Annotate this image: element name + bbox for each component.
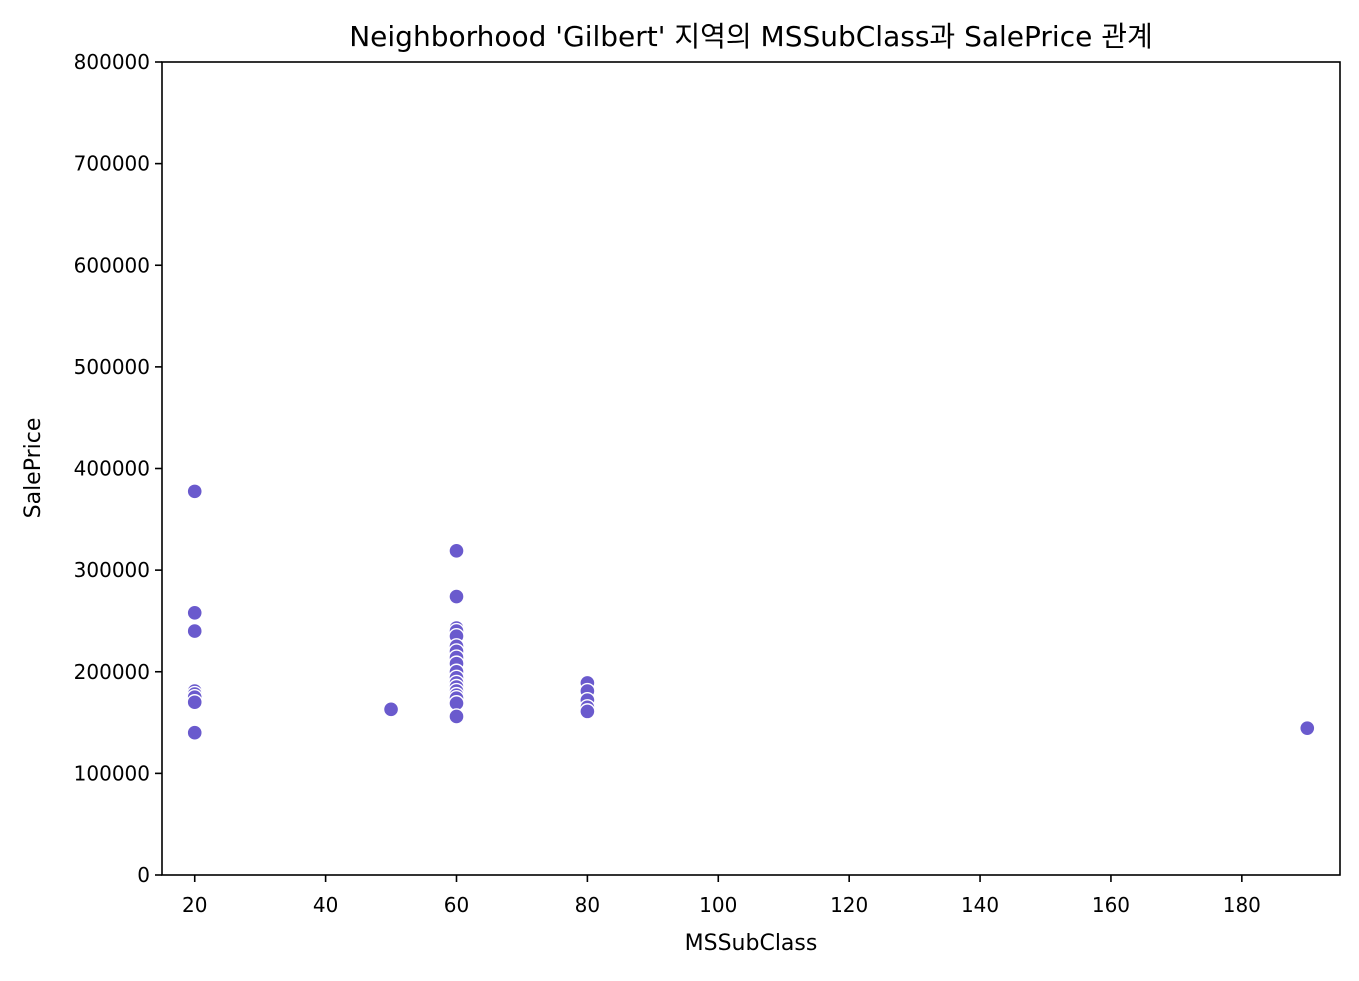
data-point <box>186 724 203 741</box>
y-tick-label: 0 <box>137 863 150 887</box>
data-point <box>1299 719 1316 737</box>
data-point <box>186 694 203 711</box>
y-tick-label: 300000 <box>74 558 150 582</box>
y-tick-label: 200000 <box>74 660 150 684</box>
y-tick-label: 500000 <box>74 355 150 379</box>
x-tick-label: 60 <box>444 893 469 917</box>
x-tick-label: 180 <box>1223 893 1261 917</box>
x-axis-label: MSSubClass <box>685 931 818 956</box>
data-point <box>448 708 465 725</box>
x-tick-label: 120 <box>830 893 868 917</box>
x-tick-label: 140 <box>961 893 999 917</box>
chart-title: Neighborhood 'Gilbert' 지역의 MSSubClass과 S… <box>349 20 1153 53</box>
x-axis-ticks: 20 40 60 80 100 120 140 160 180 <box>182 875 1261 917</box>
data-points <box>186 483 1316 741</box>
plot-frame <box>161 61 1341 876</box>
y-axis-label: SalePrice <box>21 418 46 519</box>
data-point <box>579 703 596 720</box>
y-tick-label: 700000 <box>74 152 150 176</box>
y-tick-label: 800000 <box>74 50 150 74</box>
data-point <box>186 604 203 622</box>
y-tick-label: 600000 <box>74 253 150 277</box>
x-tick-label: 80 <box>575 893 600 917</box>
y-tick-label: 400000 <box>74 457 150 481</box>
y-axis-ticks: 0 100000 200000 300000 400000 500000 600000 700… <box>74 50 162 887</box>
x-tick-label: 100 <box>699 893 737 917</box>
data-point <box>186 483 203 500</box>
x-tick-label: 20 <box>182 893 207 917</box>
data-point <box>186 622 203 640</box>
data-point <box>382 701 400 718</box>
data-point <box>448 542 465 560</box>
x-tick-label: 160 <box>1092 893 1130 917</box>
y-tick-label: 100000 <box>74 761 150 785</box>
data-point <box>448 588 465 605</box>
plot-area <box>162 62 1340 875</box>
x-tick-label: 40 <box>313 893 338 917</box>
